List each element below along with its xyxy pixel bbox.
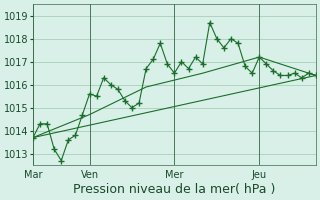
X-axis label: Pression niveau de la mer( hPa ): Pression niveau de la mer( hPa ) [73,183,276,196]
